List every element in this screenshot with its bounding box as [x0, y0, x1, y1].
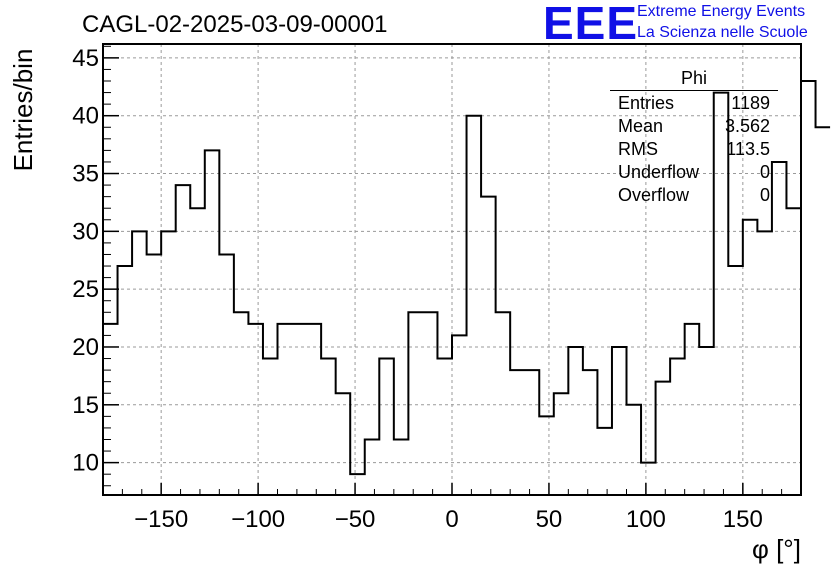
y-tick-label: 45 — [72, 45, 99, 72]
histogram-bin — [278, 324, 293, 495]
histogram-bin — [481, 197, 496, 495]
histogram-bin — [641, 463, 656, 495]
y-tick-label: 15 — [72, 392, 99, 419]
histogram-bin — [307, 324, 322, 495]
y-axis-label: Entries/bin — [8, 48, 38, 172]
stats-mean-label: Mean — [618, 116, 664, 136]
stats-overflow-value: 0 — [759, 185, 770, 205]
histogram-bin — [699, 347, 714, 495]
histogram-bin — [670, 359, 685, 495]
histogram-bin — [612, 347, 627, 495]
histogram-bin — [321, 359, 336, 495]
histogram-bin — [772, 162, 787, 495]
histogram-bin — [757, 231, 772, 495]
histogram-bin — [118, 266, 133, 495]
stats-rms-label: RMS — [618, 139, 658, 159]
x-axis-label: φ [°] — [752, 534, 801, 564]
histogram-bin — [467, 116, 482, 495]
histogram-bin — [350, 474, 365, 495]
stats-histogram-name: Phi — [680, 68, 707, 88]
histogram-bin — [597, 428, 612, 495]
stats-underflow-label: Underflow — [618, 162, 700, 182]
histogram-bin — [336, 393, 351, 495]
x-tick-label: −50 — [335, 506, 376, 533]
y-tick-labels: 10 15 20 25 30 35 40 45 — [72, 45, 99, 477]
x-tick-label: 0 — [445, 506, 458, 533]
histogram-bin — [554, 393, 569, 495]
x-tick-label: −100 — [231, 506, 285, 533]
y-tick-label: 20 — [72, 334, 99, 361]
histogram-bin — [365, 439, 380, 495]
axis-ticks — [103, 45, 783, 495]
y-tick-label: 25 — [72, 276, 99, 303]
x-tick-label: 50 — [536, 506, 563, 533]
y-tick-label: 10 — [72, 450, 99, 477]
histogram-step-line — [103, 80, 831, 476]
histogram-bin — [205, 150, 220, 495]
histogram-bin — [147, 254, 162, 495]
stats-divider — [610, 90, 778, 91]
stats-entries-value: 1189 — [731, 93, 770, 113]
histogram-bin — [234, 312, 249, 495]
grid-lines — [103, 44, 801, 495]
histogram-bin — [728, 266, 743, 495]
histogram-bin — [539, 416, 554, 495]
eee-logo: EEE — [543, 0, 639, 49]
plot-frame — [102, 43, 802, 496]
histogram-bin — [161, 231, 176, 495]
stats-row-mean: Mean 3.562 — [618, 116, 770, 138]
stats-row-underflow: Underflow 0 — [618, 162, 770, 184]
x-tick-label: −150 — [134, 506, 188, 533]
stats-row-rms: RMS 113.5 — [618, 139, 770, 161]
stats-row-overflow: Overflow 0 — [618, 185, 770, 207]
stats-mean-value: 3.562 — [724, 116, 770, 136]
histogram-bin — [496, 312, 511, 495]
stats-overflow-label: Overflow — [618, 185, 690, 205]
stats-entries-label: Entries — [618, 93, 675, 113]
stats-box: Phi Entries 1189 Mean 3.562 RMS 113.5 Un… — [610, 68, 778, 207]
y-tick-label: 40 — [72, 103, 99, 130]
histogram-bin — [190, 208, 205, 495]
histogram-bin — [408, 312, 423, 495]
histogram-bin — [292, 324, 307, 495]
histogram-bin — [801, 81, 816, 495]
y-tick-label: 35 — [72, 161, 99, 188]
histogram-bin — [510, 370, 525, 495]
histogram-bin — [394, 439, 409, 495]
histogram-bin — [219, 254, 234, 495]
histogram-bin — [743, 220, 758, 495]
histogram-bin — [685, 324, 700, 495]
histogram-bin — [816, 127, 831, 495]
histogram-bin — [627, 405, 642, 495]
histogram-bin — [248, 324, 263, 495]
histogram-bin — [452, 335, 467, 495]
histogram-bin — [656, 382, 671, 495]
histogram-bin — [132, 231, 147, 495]
x-tick-label: 100 — [626, 506, 666, 533]
histogram-bin — [525, 370, 540, 495]
stats-row-entries: Entries 1189 — [618, 93, 770, 115]
histogram-bin — [437, 359, 452, 495]
x-tick-labels: −150 −100 −50 0 50 100 150 — [134, 506, 763, 533]
histogram-bin — [568, 347, 583, 495]
logo-caption-line2: La Scienza nelle Scuole — [637, 24, 808, 41]
stats-underflow-value: 0 — [759, 162, 770, 182]
histogram-bin — [583, 370, 598, 495]
histogram-bin — [423, 312, 438, 495]
histogram-bin — [786, 208, 801, 495]
logo-caption-line1: Extreme Energy Events — [637, 3, 806, 20]
histogram-bin — [103, 324, 118, 495]
histogram-bin — [263, 359, 278, 495]
y-tick-label: 30 — [72, 218, 99, 245]
chart-title: CAGL-02-2025-03-09-00001 — [82, 11, 388, 38]
histogram-bin — [379, 359, 394, 495]
x-tick-label: 150 — [723, 506, 763, 533]
stats-rms-value: 113.5 — [726, 139, 770, 159]
